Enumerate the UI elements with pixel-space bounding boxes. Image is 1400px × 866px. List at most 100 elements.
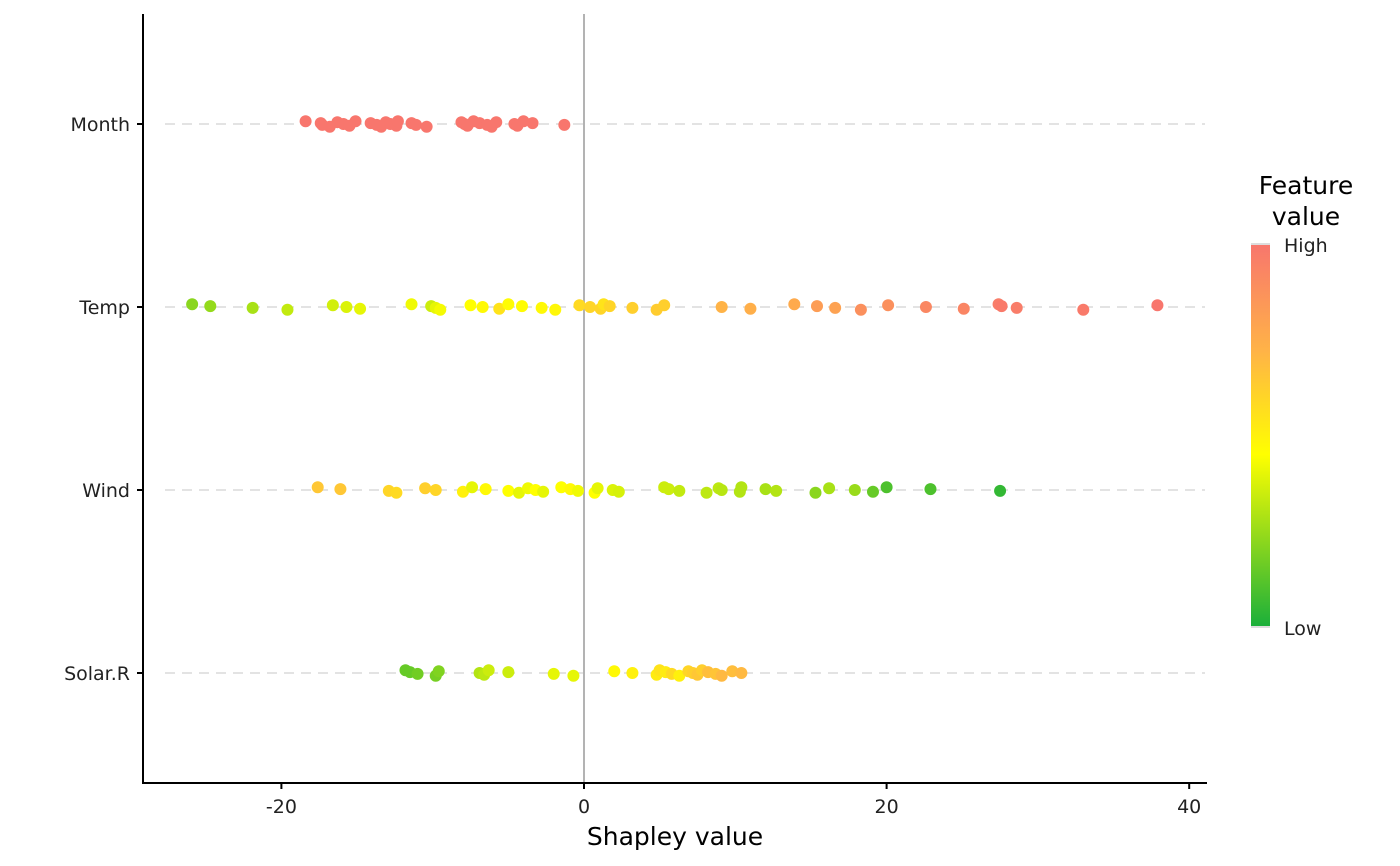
y-tick-label: Wind [82,480,130,502]
point-wind [419,482,432,495]
point-solar.r [567,669,580,682]
point-temp [788,298,801,311]
point-wind [555,481,568,494]
y-tick-label: Month [70,114,130,136]
point-wind [512,486,525,499]
point-temp [1151,299,1164,312]
point-temp [882,299,895,312]
y-tick-label: Solar.R [64,663,130,685]
point-month [517,115,530,128]
point-solar.r [502,666,515,679]
point-wind [673,484,686,497]
point-temp [281,303,294,316]
point-month [299,115,312,128]
point-wind [502,484,515,497]
point-temp [354,302,367,315]
point-wind [715,484,728,496]
point-temp [502,298,515,311]
point-month [349,115,362,128]
point-solar.r [482,664,495,677]
point-temp [584,301,597,313]
point-temp [995,300,1008,313]
point-wind [823,482,836,495]
point-temp [1077,303,1090,316]
y-tick-label: Temp [78,297,130,319]
x-tick-label: 20 [875,796,899,818]
point-solar.r [715,669,728,682]
point-month [558,118,571,131]
point-wind [700,486,713,499]
point-month [391,115,404,128]
point-temp [515,300,528,313]
point-temp [626,301,639,314]
point-solar.r [547,667,560,680]
point-solar.r [735,667,748,679]
point-wind [759,483,772,496]
point-temp [919,301,932,313]
point-temp [476,301,489,313]
x-tick-label: 40 [1177,796,1201,818]
point-temp [811,300,824,313]
point-wind [809,486,822,499]
x-axis-ticks: -20 0 20 40 [266,783,1201,818]
point-temp [573,299,586,312]
point-wind [735,481,748,494]
point-temp [715,301,728,313]
point-wind [924,483,937,496]
point-month [410,118,423,131]
point-solar.r [673,669,686,682]
point-solar.r [626,667,639,679]
point-temp [829,301,842,314]
legend-low-label: Low [1284,618,1321,640]
point-wind [571,484,584,497]
point-temp [603,300,616,313]
point-wind [390,486,403,499]
x-tick-label: 0 [578,796,590,818]
point-wind [466,481,479,494]
point-temp [464,299,477,312]
point-month [490,116,503,129]
point-wind [994,484,1007,497]
point-wind [311,481,324,494]
point-wind [537,485,550,498]
point-temp [246,301,259,314]
point-wind [591,482,604,495]
point-wind [880,481,893,494]
point-temp [854,303,867,316]
point-month [526,117,539,130]
point-wind [770,484,783,497]
point-temp [744,302,757,315]
gridlines [165,123,1205,674]
point-temp [658,299,671,312]
point-wind [612,485,625,498]
point-temp [535,301,548,314]
points [186,115,1164,682]
point-temp [957,302,970,315]
point-wind [456,485,469,498]
y-axis-ticks: Month Temp Wind Solar.R [64,114,143,685]
point-solar.r [608,665,621,678]
point-temp [204,300,217,313]
point-temp [1010,301,1023,314]
point-wind [479,483,492,496]
legend: Feature value High Low [1251,171,1353,640]
point-temp [340,301,353,313]
point-wind [866,485,879,498]
point-wind [848,484,861,496]
point-temp [493,302,506,315]
point-month [420,120,433,133]
point-temp [434,303,447,316]
point-temp [405,298,418,311]
legend-colorbar [1251,244,1270,627]
x-tick-label: -20 [266,796,297,818]
point-temp [186,298,199,311]
x-axis-title: Shapley value [587,822,763,851]
point-solar.r [726,665,739,678]
legend-high-label: High [1284,235,1328,257]
legend-title-line1: Feature [1259,171,1353,200]
point-solar.r [432,665,445,678]
legend-title-line2: value [1272,202,1340,231]
point-wind [334,483,347,496]
point-solar.r [411,667,424,680]
